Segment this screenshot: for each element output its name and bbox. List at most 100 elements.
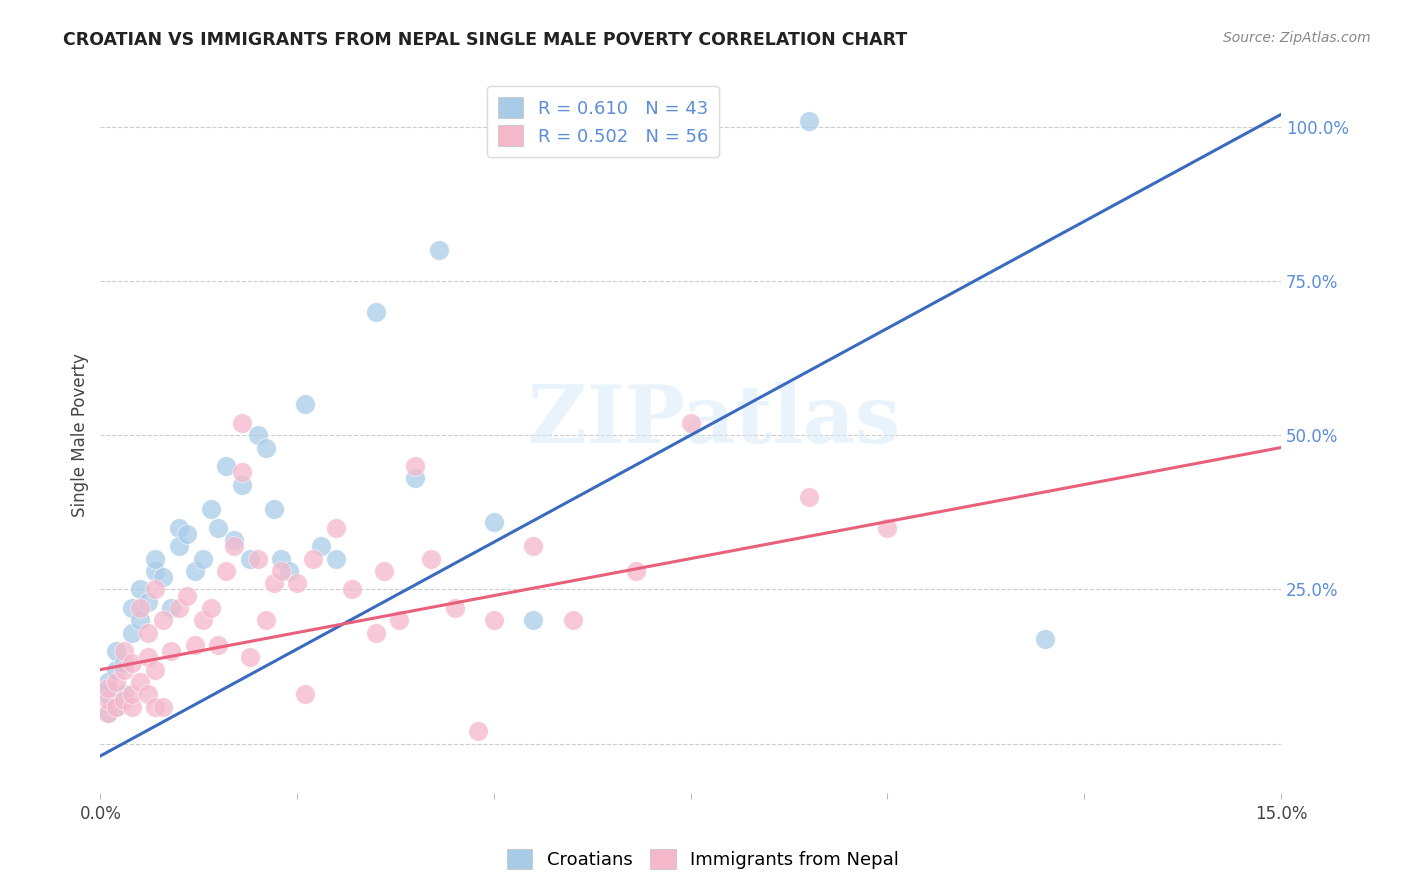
Point — [200, 502, 222, 516]
Point — [105, 675, 128, 690]
Point — [121, 601, 143, 615]
Point — [246, 551, 269, 566]
Point — [561, 613, 583, 627]
Point — [136, 625, 159, 640]
Point — [797, 490, 820, 504]
Point — [373, 564, 395, 578]
Point — [97, 675, 120, 690]
Point — [145, 564, 167, 578]
Point — [522, 539, 544, 553]
Point — [278, 564, 301, 578]
Point — [112, 657, 135, 671]
Legend: R = 0.610   N = 43, R = 0.502   N = 56: R = 0.610 N = 43, R = 0.502 N = 56 — [486, 87, 718, 157]
Point — [112, 663, 135, 677]
Point — [270, 551, 292, 566]
Point — [167, 539, 190, 553]
Point — [121, 625, 143, 640]
Point — [176, 589, 198, 603]
Y-axis label: Single Male Poverty: Single Male Poverty — [72, 353, 89, 517]
Point — [105, 644, 128, 658]
Point — [112, 693, 135, 707]
Point — [167, 601, 190, 615]
Point — [224, 533, 246, 547]
Point — [136, 687, 159, 701]
Point — [184, 564, 207, 578]
Point — [136, 650, 159, 665]
Point — [876, 521, 898, 535]
Point — [215, 564, 238, 578]
Point — [263, 502, 285, 516]
Point — [679, 416, 702, 430]
Point — [136, 595, 159, 609]
Point — [364, 305, 387, 319]
Point — [191, 551, 214, 566]
Point — [160, 644, 183, 658]
Point — [263, 576, 285, 591]
Point — [309, 539, 332, 553]
Point — [152, 613, 174, 627]
Point — [215, 458, 238, 473]
Point — [325, 521, 347, 535]
Point — [152, 570, 174, 584]
Point — [105, 699, 128, 714]
Point — [364, 625, 387, 640]
Point — [285, 576, 308, 591]
Point — [231, 416, 253, 430]
Point — [522, 613, 544, 627]
Point — [105, 699, 128, 714]
Point — [97, 687, 120, 701]
Text: CROATIAN VS IMMIGRANTS FROM NEPAL SINGLE MALE POVERTY CORRELATION CHART: CROATIAN VS IMMIGRANTS FROM NEPAL SINGLE… — [63, 31, 907, 49]
Point — [191, 613, 214, 627]
Point — [128, 601, 150, 615]
Point — [112, 644, 135, 658]
Point — [145, 582, 167, 597]
Point — [427, 243, 450, 257]
Point — [167, 521, 190, 535]
Point — [482, 613, 505, 627]
Point — [176, 527, 198, 541]
Point — [128, 675, 150, 690]
Point — [624, 564, 647, 578]
Point — [128, 582, 150, 597]
Point — [152, 699, 174, 714]
Point — [302, 551, 325, 566]
Legend: Croatians, Immigrants from Nepal: Croatians, Immigrants from Nepal — [498, 839, 908, 879]
Point — [128, 613, 150, 627]
Point — [112, 687, 135, 701]
Point — [121, 699, 143, 714]
Point — [294, 397, 316, 411]
Text: ZIPatlas: ZIPatlas — [529, 382, 900, 460]
Text: Source: ZipAtlas.com: Source: ZipAtlas.com — [1223, 31, 1371, 45]
Point — [184, 638, 207, 652]
Point — [145, 663, 167, 677]
Point — [254, 441, 277, 455]
Point — [231, 477, 253, 491]
Point — [342, 582, 364, 597]
Point — [97, 706, 120, 720]
Point — [239, 551, 262, 566]
Point — [246, 428, 269, 442]
Point — [467, 724, 489, 739]
Point — [145, 551, 167, 566]
Point — [160, 601, 183, 615]
Point — [419, 551, 441, 566]
Point — [121, 687, 143, 701]
Point — [105, 663, 128, 677]
Point — [239, 650, 262, 665]
Point — [97, 681, 120, 695]
Point — [231, 465, 253, 479]
Point — [121, 657, 143, 671]
Point — [145, 699, 167, 714]
Point — [97, 706, 120, 720]
Point — [294, 687, 316, 701]
Point — [200, 601, 222, 615]
Point — [443, 601, 465, 615]
Point — [1033, 632, 1056, 646]
Point — [388, 613, 411, 627]
Point — [97, 693, 120, 707]
Point — [270, 564, 292, 578]
Point — [207, 521, 229, 535]
Point — [404, 458, 426, 473]
Point — [404, 471, 426, 485]
Point — [325, 551, 347, 566]
